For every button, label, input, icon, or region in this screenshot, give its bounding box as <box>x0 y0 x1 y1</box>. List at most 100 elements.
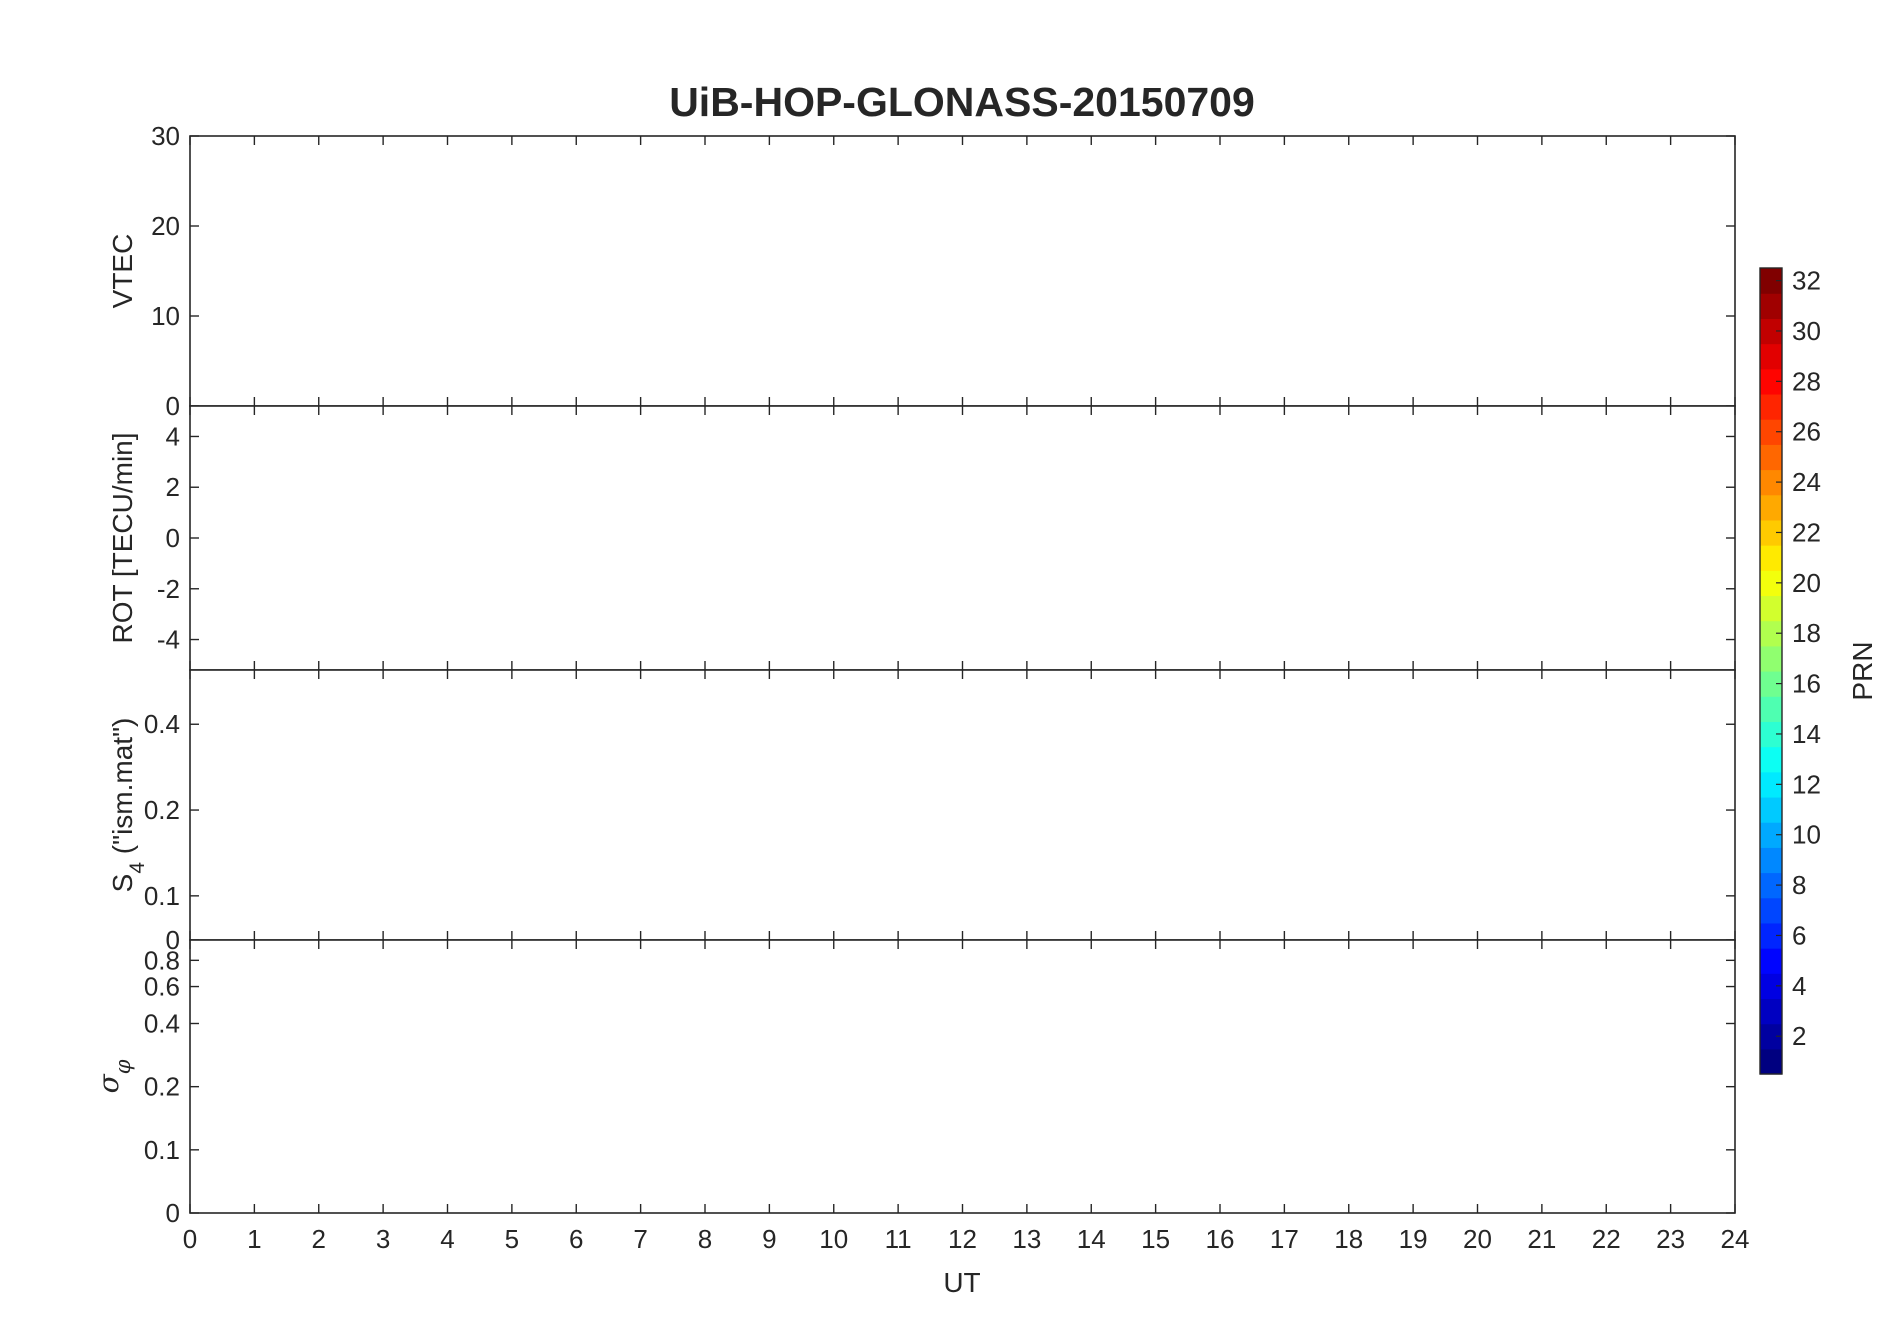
colorbar-tick-label: 26 <box>1792 417 1821 447</box>
colorbar-segment <box>1760 973 1782 1000</box>
x-tick-label: 10 <box>819 1224 848 1254</box>
x-tick-label: 19 <box>1399 1224 1428 1254</box>
y-tick-label: 0.2 <box>144 1072 180 1102</box>
colorbar-tick-label: 10 <box>1792 820 1821 850</box>
chart-title: UiB-HOP-GLONASS-20150709 <box>669 79 1255 125</box>
panel-rot-frame <box>189 405 1736 671</box>
colorbar-segment <box>1760 822 1782 848</box>
colorbar-segment <box>1760 696 1782 722</box>
y-tick-label: 0 <box>166 1198 180 1228</box>
colorbar-segment <box>1760 645 1782 672</box>
y-tick-label: 0 <box>166 391 180 421</box>
x-tick-label: 4 <box>440 1224 454 1254</box>
colorbar-segment <box>1760 570 1782 597</box>
panel-s4-frame <box>189 669 1736 941</box>
colorbar-segment <box>1760 343 1782 370</box>
colorbar-tick-label: 6 <box>1792 920 1806 950</box>
panel-vtec-frame <box>189 135 1736 407</box>
x-tick-label: 20 <box>1463 1224 1492 1254</box>
x-tick-label: 3 <box>376 1224 390 1254</box>
colorbar-tick-label: 16 <box>1792 669 1821 699</box>
y-tick-label: 30 <box>151 121 180 151</box>
x-tick-label: 13 <box>1012 1224 1041 1254</box>
colorbar-tick-label: 22 <box>1792 517 1821 547</box>
colorbar-segment <box>1760 1048 1782 1075</box>
colorbar-segment <box>1760 847 1782 874</box>
y-tick-label: 0 <box>166 523 180 553</box>
x-tick-label: 8 <box>698 1224 712 1254</box>
y-tick-label: -2 <box>157 574 180 604</box>
x-tick-label: 5 <box>505 1224 519 1254</box>
colorbar-tick-label: 20 <box>1792 568 1821 598</box>
colorbar-segment <box>1760 671 1782 697</box>
colorbar-segment <box>1760 897 1782 924</box>
colorbar-tick-label: 32 <box>1792 266 1821 296</box>
panel-sigma-frame <box>189 939 1736 1214</box>
x-tick-label: 11 <box>885 1224 912 1254</box>
y-tick-label: -4 <box>157 625 180 655</box>
colorbar-segment <box>1760 494 1782 521</box>
x-tick-label: 1 <box>247 1224 261 1254</box>
colorbar-segment <box>1760 872 1782 899</box>
x-axis-label: UT <box>943 1267 980 1298</box>
panel-rot: -4 -2 0 2 4 ROT [TECU/min] <box>107 405 1736 671</box>
colorbar-tick-label: 28 <box>1792 366 1821 396</box>
y-tick-label: 0.1 <box>144 1135 180 1165</box>
colorbar-segment <box>1760 268 1782 294</box>
x-tick-label: 0 <box>183 1224 197 1254</box>
y-tick-label: 10 <box>151 301 180 331</box>
colorbar-tick-label: 12 <box>1792 769 1821 799</box>
y-tick-label: 0.1 <box>144 881 180 911</box>
ylabel-sub: φ <box>111 1059 135 1074</box>
y-tick-label: 0.8 <box>144 945 180 975</box>
colorbar-tick-label: 2 <box>1792 1021 1806 1051</box>
x-tick-label: 6 <box>569 1224 583 1254</box>
panel-vtec-ylabel: VTEC <box>107 234 138 309</box>
y-tick-label: 20 <box>151 211 180 241</box>
ylabel-sub: 4 <box>126 862 149 874</box>
colorbar-segment <box>1760 519 1782 546</box>
colorbar-segment <box>1760 620 1782 647</box>
colorbar-tick-label: 24 <box>1792 467 1821 497</box>
x-tick-label: 7 <box>633 1224 647 1254</box>
ylabel-base: S <box>107 874 138 893</box>
panel-s4-ticks: 0 0.1 0.2 0.4 <box>144 670 1736 955</box>
colorbar-segment <box>1760 1023 1782 1050</box>
colorbar-tick-label: 30 <box>1792 316 1821 346</box>
y-tick-label: 0.4 <box>144 1009 180 1039</box>
colorbar-segment <box>1760 368 1782 395</box>
colorbar-segment <box>1760 595 1782 622</box>
y-tick-label: 0.6 <box>144 972 180 1002</box>
colorbar-segment <box>1760 444 1782 471</box>
x-tick-label: 12 <box>948 1224 977 1254</box>
x-tick-label: 16 <box>1206 1224 1235 1254</box>
x-tick-label: 18 <box>1334 1224 1363 1254</box>
colorbar-tick-label: 14 <box>1792 719 1821 749</box>
x-tick-label: 2 <box>312 1224 326 1254</box>
colorbar-segment <box>1760 948 1782 974</box>
x-tick-label: 21 <box>1527 1224 1556 1254</box>
colorbar-segment <box>1760 998 1782 1025</box>
colorbar-tick-label: 8 <box>1792 870 1806 900</box>
colorbar-segment <box>1760 545 1782 571</box>
ylabel-rest: ("ism.mat") <box>107 718 138 862</box>
x-tick-label: 23 <box>1656 1224 1685 1254</box>
x-tick-label: 22 <box>1592 1224 1621 1254</box>
x-tick-label: 17 <box>1270 1224 1299 1254</box>
colorbar-label: PRN <box>1847 641 1878 700</box>
colorbar-segment <box>1760 721 1782 748</box>
x-tick-label: 9 <box>762 1224 776 1254</box>
panel-rot-ticks: -4 -2 0 2 4 <box>157 406 1736 670</box>
y-tick-label: 0.2 <box>144 795 180 825</box>
y-tick-label: 2 <box>166 472 180 502</box>
x-tick-label: 14 <box>1077 1224 1106 1254</box>
colorbar-segment <box>1760 318 1782 345</box>
panel-sigma-ylabel: σφ <box>92 1059 135 1093</box>
colorbar-segment <box>1760 922 1782 949</box>
y-tick-label: 4 <box>166 421 180 451</box>
colorbar-tick-label: 18 <box>1792 618 1821 648</box>
